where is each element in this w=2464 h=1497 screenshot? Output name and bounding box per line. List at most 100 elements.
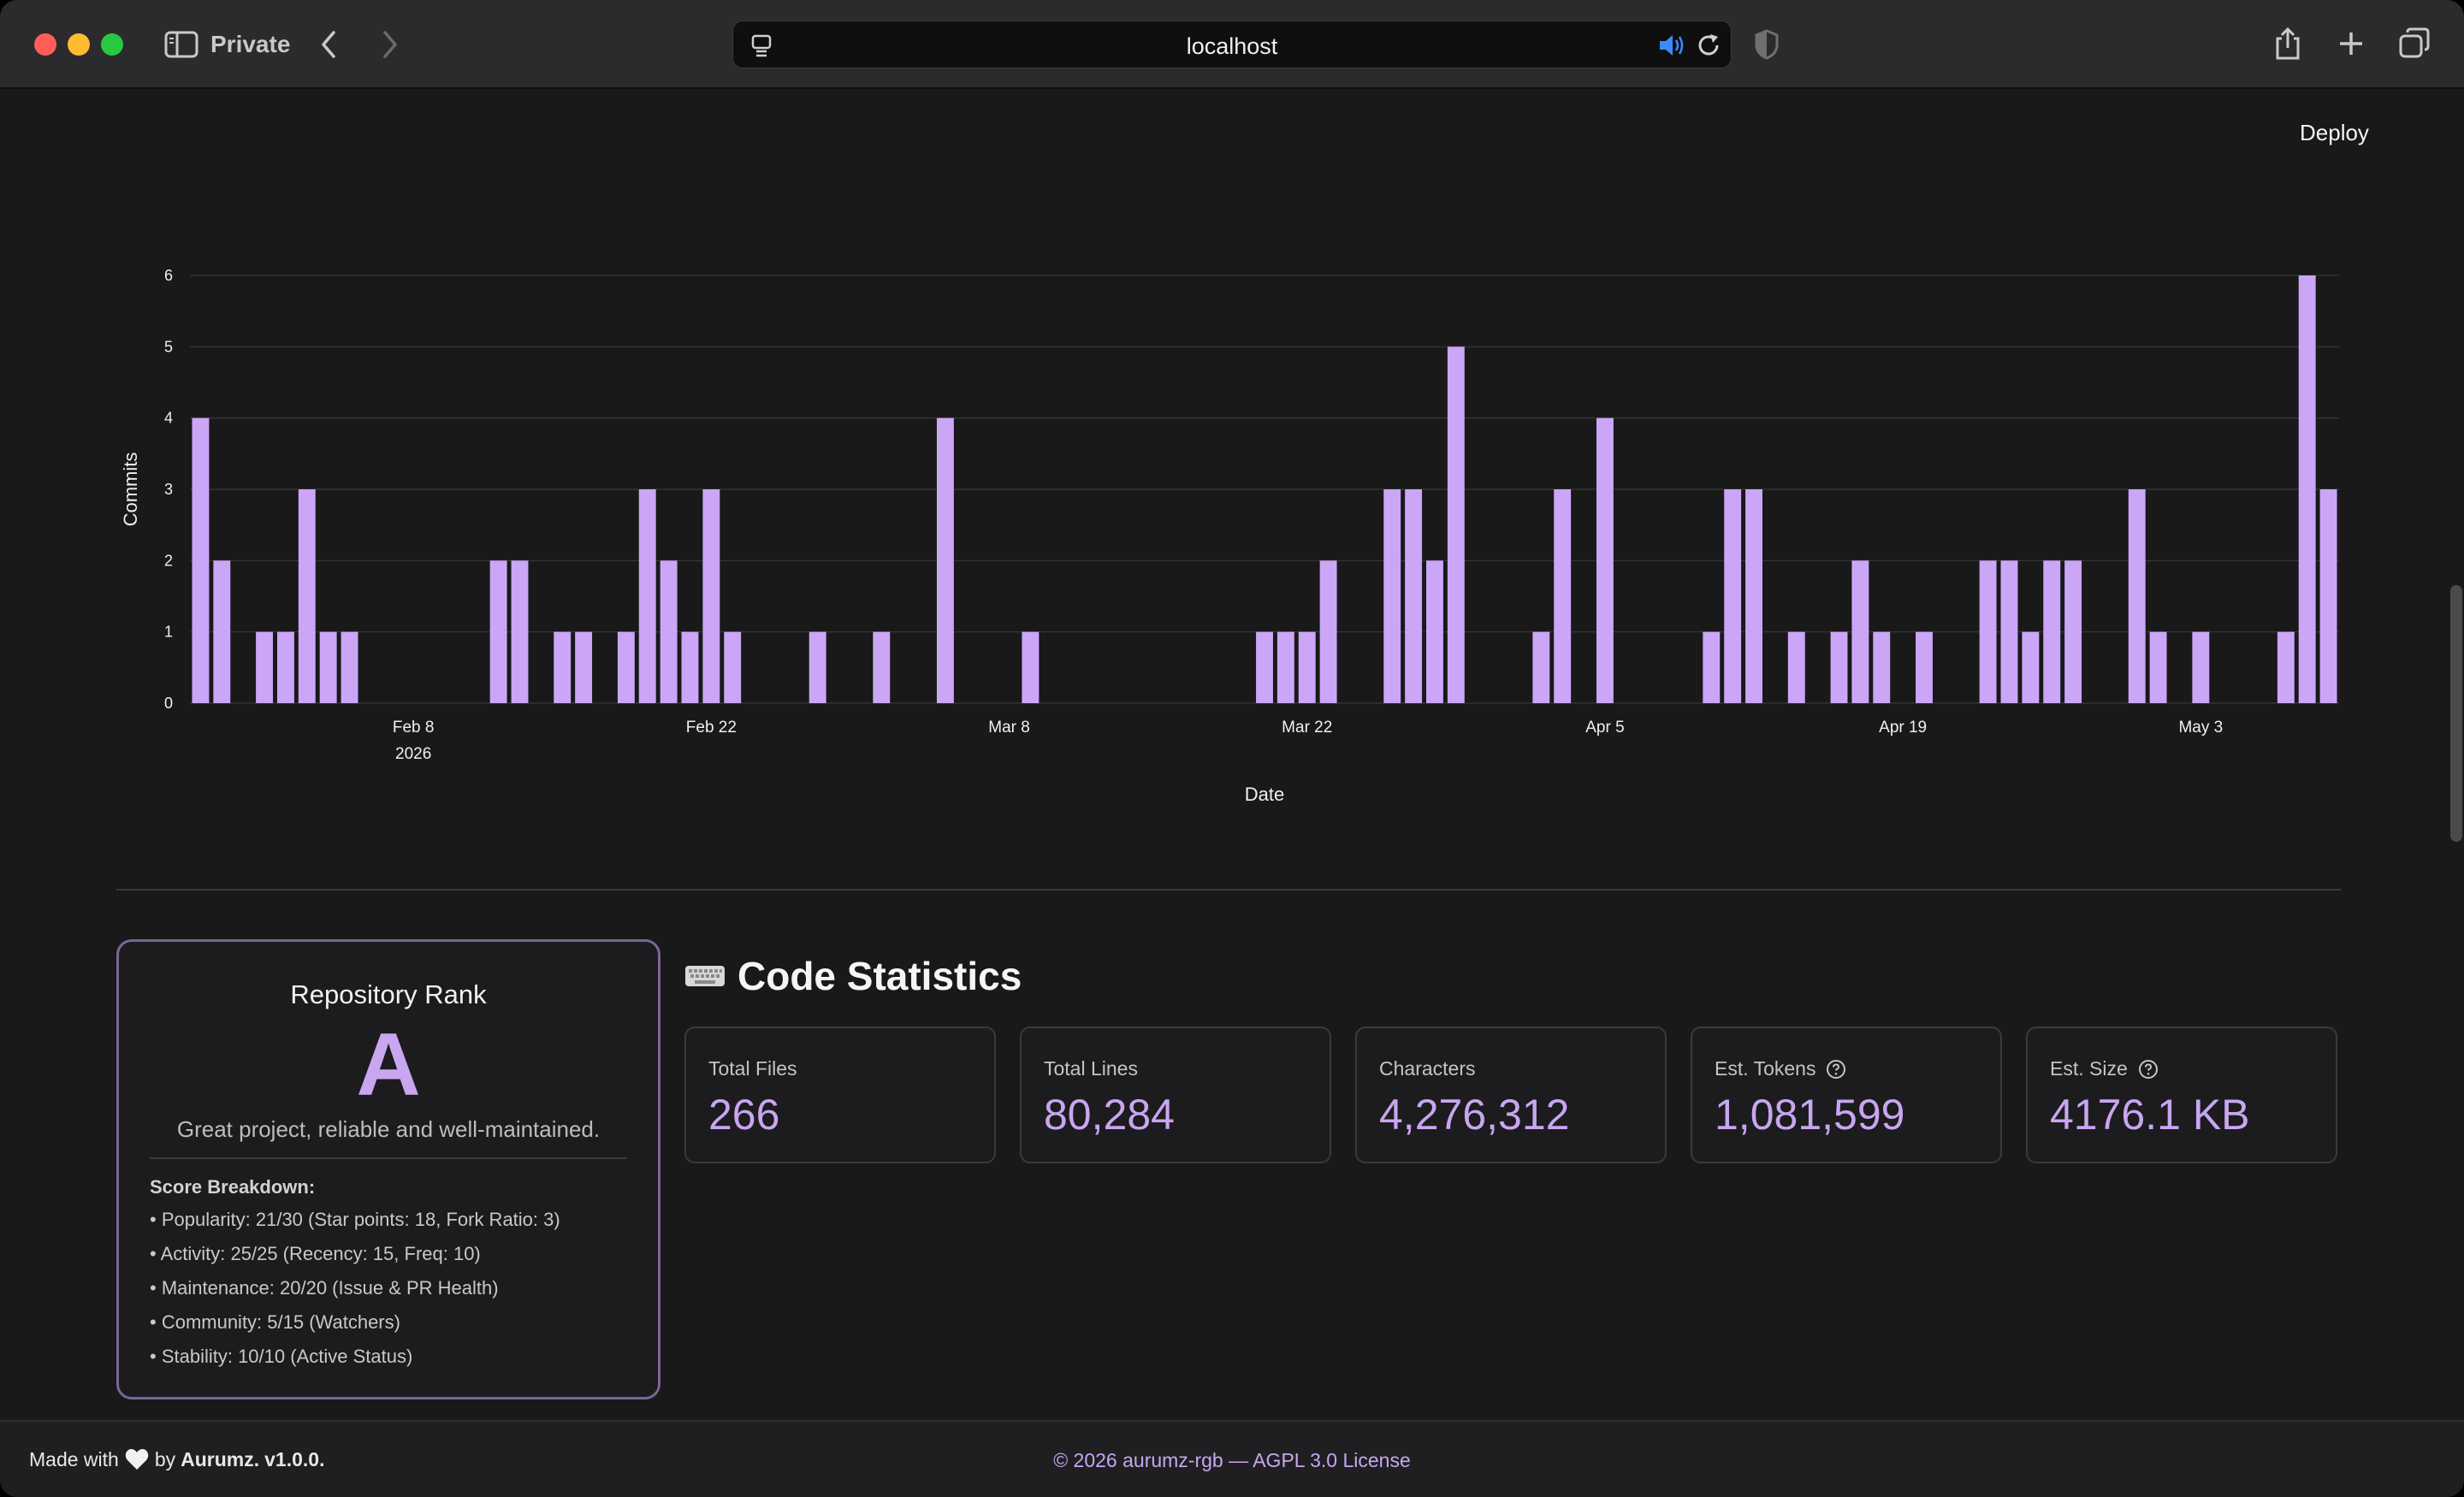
y-axis-title: Commits: [120, 453, 141, 527]
score-breakdown-item: • Maintenance: 20/20 (Issue & PR Health): [150, 1277, 499, 1299]
chart-bar[interactable]: [341, 631, 358, 703]
x-tick-label: Mar 8: [988, 719, 1030, 737]
chart-bar[interactable]: [2000, 560, 2018, 703]
chart-bar[interactable]: [1554, 489, 1572, 703]
chart-bar[interactable]: [298, 489, 316, 703]
chart-bar[interactable]: [617, 631, 635, 703]
chevron-right-icon: [383, 31, 397, 58]
chart-bar[interactable]: [1426, 560, 1443, 703]
chart-bar[interactable]: [808, 631, 826, 703]
chart-bar[interactable]: [1276, 631, 1294, 703]
tab-overview-icon[interactable]: [2397, 26, 2431, 62]
chart-bar[interactable]: [681, 631, 699, 703]
chart-bar[interactable]: [2277, 631, 2295, 703]
speaker-icon[interactable]: [1657, 32, 1686, 59]
chart-bar[interactable]: [2022, 631, 2040, 703]
sidebar-icon: [164, 31, 198, 58]
chart-bar[interactable]: [1447, 346, 1465, 703]
chart-bar[interactable]: [2319, 489, 2337, 703]
chart-bar[interactable]: [1383, 489, 1401, 703]
commits-bar-chart: 0 1 2 3 4 5 6 Feb 8 2026 Feb 22 Mar 8 Mar 22 Apr 5 Ap…: [120, 267, 2339, 805]
stat-label: Characters: [1379, 1057, 1476, 1080]
version-text: v1.0.0.: [264, 1447, 325, 1470]
forward-button[interactable]: [378, 22, 402, 67]
chart-bar[interactable]: [1724, 489, 1742, 703]
stat-card-total-files: Total Files 266: [684, 1027, 996, 1163]
plus-icon[interactable]: [2334, 26, 2368, 62]
private-mode-label: Private: [210, 31, 291, 57]
chart-bar[interactable]: [192, 417, 210, 703]
chart-bar[interactable]: [1873, 631, 1891, 703]
x-tick-sublabel: 2026: [395, 745, 431, 763]
chart-bar[interactable]: [1319, 560, 1337, 703]
chart-bar[interactable]: [1979, 560, 1997, 703]
chart-bar[interactable]: [2192, 631, 2210, 703]
chart-bar[interactable]: [1787, 631, 1805, 703]
page-scrollbar[interactable]: [2450, 585, 2462, 842]
chart-bar[interactable]: [511, 560, 529, 703]
rank-grade: A: [356, 1015, 421, 1115]
chart-bar[interactable]: [213, 560, 231, 703]
deploy-button[interactable]: Deploy: [2300, 120, 2369, 145]
privacy-shield-icon[interactable]: [1754, 29, 1780, 60]
chart-bar[interactable]: [638, 489, 656, 703]
chart-bar[interactable]: [1532, 631, 1550, 703]
page-menu-icon[interactable]: [749, 33, 774, 59]
chart-bar[interactable]: [2298, 275, 2316, 703]
stat-value: 4,276,312: [1379, 1091, 1570, 1139]
chart-bar[interactable]: [256, 631, 273, 703]
chart-bar[interactable]: [575, 631, 593, 703]
x-tick-label: Apr 19: [1879, 719, 1927, 737]
repository-rank-card: Repository Rank A Great project, reliabl…: [116, 939, 660, 1399]
chart-bar[interactable]: [489, 560, 507, 703]
chart-bar[interactable]: [660, 560, 678, 703]
page-content: Deploy 0 1 2 3 4 5 6 Feb 8 2026 Feb 22 Mar 8 Mar 22…: [0, 89, 2464, 1420]
chart-bar[interactable]: [2064, 560, 2082, 703]
x-tick-label: May 3: [2178, 719, 2223, 737]
license-text: © 2026 aurumz-rgb — AGPL 3.0 License: [1053, 1449, 1411, 1471]
chart-bar[interactable]: [1405, 489, 1423, 703]
chart-bar[interactable]: [2149, 631, 2167, 703]
rank-divider: [150, 1157, 627, 1159]
close-window-button[interactable]: [34, 33, 56, 56]
sidebar-toggle-button[interactable]: Private: [164, 22, 290, 67]
back-button[interactable]: [317, 22, 341, 67]
chart-bar[interactable]: [319, 631, 337, 703]
browser-titlebar: Private localhost: [0, 0, 2464, 89]
stat-label: Est. Tokens: [1715, 1057, 1816, 1080]
reload-icon[interactable]: [1695, 32, 1722, 59]
chart-bar[interactable]: [1851, 560, 1869, 703]
chart-bar[interactable]: [1596, 417, 1614, 703]
stat-card-est-tokens: Est. Tokens 1,081,599: [1691, 1027, 2002, 1163]
code-statistics-heading: Code Statistics: [684, 953, 1022, 999]
x-axis-title: Date: [1245, 784, 1284, 805]
zoom-window-button[interactable]: [101, 33, 123, 56]
chevron-left-icon: [322, 31, 335, 58]
chart-bar[interactable]: [1022, 631, 1040, 703]
minimize-window-button[interactable]: [68, 33, 90, 56]
help-circle-icon[interactable]: [1826, 1059, 1846, 1080]
chart-bar[interactable]: [1298, 631, 1316, 703]
address-bar[interactable]: localhost: [732, 21, 1732, 68]
chart-bar[interactable]: [873, 631, 891, 703]
score-breakdown-title: Score Breakdown:: [150, 1176, 316, 1198]
url-text[interactable]: localhost: [1186, 33, 1278, 59]
y-tick-label: 1: [164, 624, 173, 641]
help-circle-icon[interactable]: [2138, 1059, 2159, 1080]
rank-title: Repository Rank: [290, 979, 487, 1009]
chart-bar[interactable]: [936, 417, 954, 703]
score-breakdown-item: • Stability: 10/10 (Active Status): [150, 1346, 413, 1367]
chart-bar[interactable]: [1703, 631, 1721, 703]
chart-bar[interactable]: [1916, 631, 1933, 703]
footer-credits: Made with by Aurumz. v1.0.0.: [29, 1447, 324, 1471]
chart-bar[interactable]: [2043, 560, 2061, 703]
chart-bar[interactable]: [2128, 489, 2146, 703]
share-icon[interactable]: [2271, 26, 2305, 62]
chart-bar[interactable]: [724, 631, 742, 703]
chart-bar[interactable]: [276, 631, 294, 703]
chart-bar[interactable]: [554, 631, 572, 703]
chart-bar[interactable]: [702, 489, 720, 703]
chart-bar[interactable]: [1256, 631, 1273, 703]
chart-bar[interactable]: [1830, 631, 1848, 703]
chart-bar[interactable]: [1745, 489, 1762, 703]
